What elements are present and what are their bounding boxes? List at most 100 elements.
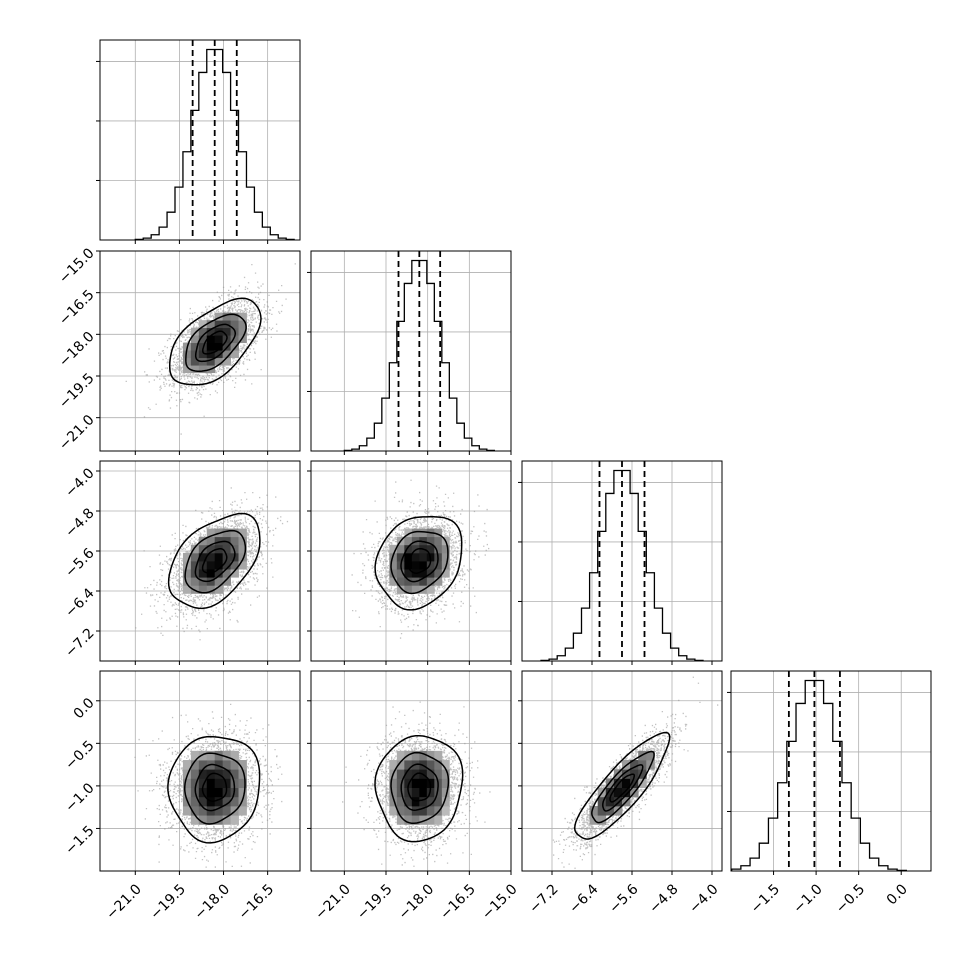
density-cell: [396, 796, 405, 807]
density-cell: [396, 552, 405, 562]
contour-line-3: [201, 772, 228, 802]
density-cell: [230, 342, 239, 351]
density-cell: [206, 335, 216, 344]
density-cell: [238, 312, 247, 321]
density-cell: [441, 796, 450, 807]
density-cell: [434, 536, 443, 546]
density-cell: [222, 769, 231, 779]
density-cell: [206, 357, 216, 366]
density-cell: [434, 577, 443, 586]
density-cell: [419, 796, 428, 807]
density-cell: [630, 778, 639, 788]
density-cell: [426, 769, 435, 779]
density-cell: [622, 787, 631, 798]
contour-line-1: [591, 750, 655, 824]
contour-line-2: [602, 764, 644, 812]
density-cell: [198, 805, 208, 816]
density-cell: [389, 796, 398, 807]
density-cell: [190, 750, 200, 761]
contour-line-0: [168, 297, 262, 386]
density-cell: [230, 320, 239, 329]
density-cell: [622, 769, 631, 779]
density-cell: [214, 805, 224, 816]
density-cell: [434, 750, 443, 761]
density-cell: [426, 815, 435, 825]
density-cell: [198, 335, 208, 344]
density-cells: [589, 750, 655, 825]
y-tick-label: −0.5: [62, 738, 97, 773]
x-tick-label: 0.0: [884, 881, 911, 908]
density-cell: [214, 569, 224, 578]
density-cell: [198, 778, 208, 788]
hist-frame-1: [310, 250, 512, 452]
hist-panel-2: [518, 460, 723, 665]
x-tick-label: −16.5: [437, 881, 479, 923]
contour-line-1: [390, 530, 449, 595]
y-tick-label: −7.2: [62, 625, 97, 660]
scatter-points: [134, 703, 283, 868]
density-cell: [404, 544, 413, 554]
panel-frame-3-1: [310, 670, 512, 872]
density-cell: [222, 796, 231, 807]
contour-line-0: [374, 734, 464, 843]
y-tick-label: −4.0: [62, 465, 97, 500]
density-cell: [230, 335, 239, 344]
density-cell: [404, 815, 413, 825]
density-cell: [198, 544, 208, 554]
density-cell: [190, 342, 200, 351]
density-cell: [396, 750, 405, 761]
density-cell: [441, 769, 450, 779]
x-tick-label: −16.5: [236, 881, 278, 923]
y-tick-label: 0.0: [71, 695, 98, 722]
density-cell: [238, 536, 247, 546]
density-cell: [434, 796, 443, 807]
density-cell: [419, 787, 428, 798]
density-cell: [396, 577, 405, 586]
density-cell: [238, 528, 247, 538]
contour-line-2: [194, 540, 236, 583]
density-cell: [214, 536, 224, 546]
density-cell: [190, 327, 200, 336]
density-cell: [222, 569, 231, 578]
density-cell: [411, 796, 420, 807]
density-cell: [230, 815, 239, 825]
density-cell: [214, 760, 224, 770]
x-tick-label: −4.0: [686, 881, 721, 916]
density-cell: [613, 796, 623, 807]
density-cell: [182, 577, 192, 586]
scatter-panel-2-0: [96, 460, 301, 665]
density-cell: [214, 561, 224, 570]
density-cell: [646, 750, 655, 761]
density-cell: [214, 320, 224, 329]
density-cell: [182, 760, 192, 770]
density-cell: [597, 796, 607, 807]
density-cell: [206, 815, 216, 825]
density-cell: [441, 552, 450, 562]
x-tick-label: −0.5: [833, 881, 868, 916]
density-cell: [419, 569, 428, 578]
density-cell: [434, 815, 443, 825]
density-cell: [411, 585, 420, 594]
density-cell: [434, 544, 443, 554]
density-cell: [411, 552, 420, 562]
panel-frame-1-0: [99, 250, 301, 452]
hist-panel-3: [727, 670, 932, 875]
contour-line-2: [194, 323, 237, 363]
y-tick-label: −4.8: [62, 505, 97, 540]
y-tick-label: −1.5: [62, 823, 97, 858]
density-cell: [230, 350, 239, 359]
density-cell: [389, 577, 398, 586]
density-cell: [396, 544, 405, 554]
density-cell: [238, 561, 247, 570]
density-cell: [190, 357, 200, 366]
density-cell: [419, 750, 428, 761]
density-cell: [404, 585, 413, 594]
y-tick-label: −6.4: [62, 585, 97, 620]
density-cell: [206, 350, 216, 359]
density-cell: [230, 528, 239, 538]
density-cell: [404, 577, 413, 586]
density-cell: [214, 312, 224, 321]
density-cell: [214, 357, 224, 366]
panel-frame-3-0: [99, 670, 301, 872]
